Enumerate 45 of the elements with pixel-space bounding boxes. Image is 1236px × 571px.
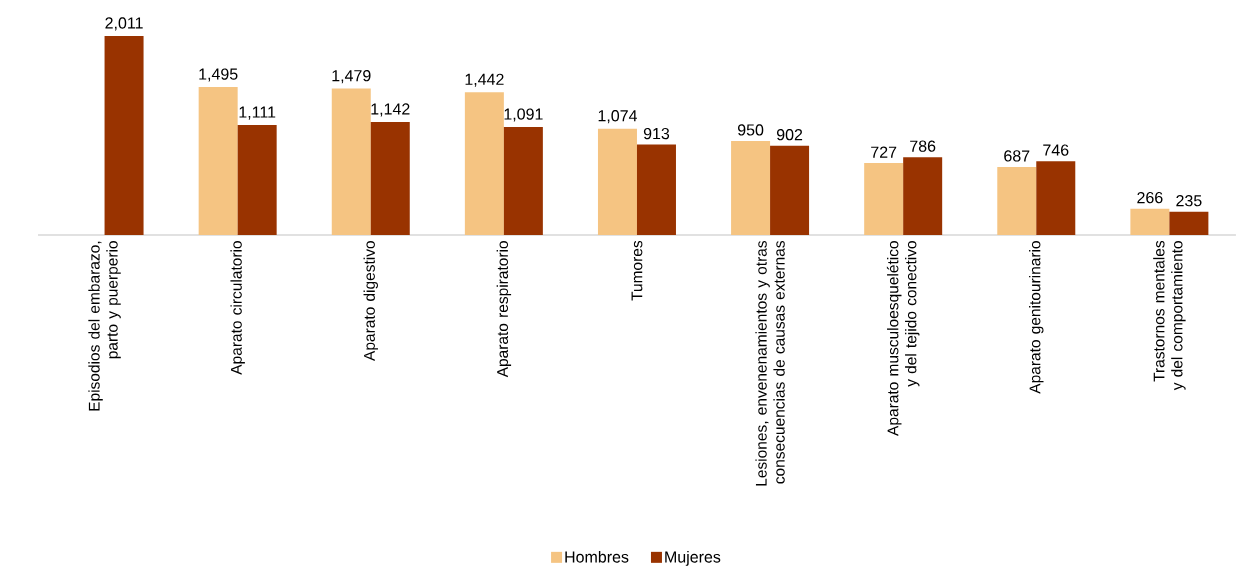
data-label: 950 [737, 124, 764, 136]
bar [331, 88, 371, 235]
bar [1036, 161, 1076, 235]
data-label: 1,142 [371, 103, 410, 117]
bar [464, 92, 504, 235]
data-label: 266 [1137, 191, 1163, 204]
bar [1130, 208, 1170, 235]
x-tick-label: Aparato circulatorio [230, 241, 245, 375]
data-label: 1,495 [199, 68, 238, 82]
legend-label: Hombres [565, 550, 629, 563]
data-label: 902 [776, 129, 803, 141]
bar [198, 86, 238, 235]
x-tick-label: Episodios del embarazo, parto y puerperio [88, 241, 121, 411]
legend-label: Mujeres [665, 550, 721, 566]
x-tick-label: Aparato genitourinario [1029, 241, 1044, 394]
bar [731, 140, 771, 235]
bar [370, 121, 410, 235]
data-label: 786 [910, 140, 936, 152]
bar [597, 128, 637, 235]
x-tick-label: Lesiones, envenenamientos y otras consecuencias de causas externas [755, 240, 785, 486]
x-tick-label: Aparato digestivo [363, 241, 378, 361]
bar [1169, 211, 1209, 235]
data-label: 1,111 [239, 106, 276, 120]
data-label: 727 [871, 146, 897, 158]
data-label: 1,074 [598, 110, 638, 124]
x-tick-label: Tumores [631, 240, 643, 301]
bar [104, 35, 144, 235]
data-label: 687 [1004, 150, 1030, 162]
data-label: 1,091 [504, 108, 543, 122]
data-label: 1,442 [465, 73, 504, 87]
x-tick-label: Trastornos mentales y del comportamiento [1153, 240, 1186, 391]
bar [903, 157, 943, 235]
bar [864, 163, 904, 235]
data-label: 913 [643, 127, 670, 140]
bar [503, 126, 543, 235]
data-label: 235 [1176, 195, 1202, 207]
bar [237, 125, 277, 235]
x-tick-label: Aparato respiratorio [496, 241, 512, 378]
x-tick-label: Aparato musculoesquelético y del tejido conectivo [886, 241, 920, 436]
bar [636, 144, 676, 235]
bar [997, 166, 1037, 235]
data-label: 2,011 [105, 17, 143, 31]
bar [770, 145, 810, 235]
data-label: 746 [1043, 144, 1069, 156]
data-label: 1,479 [332, 69, 371, 84]
